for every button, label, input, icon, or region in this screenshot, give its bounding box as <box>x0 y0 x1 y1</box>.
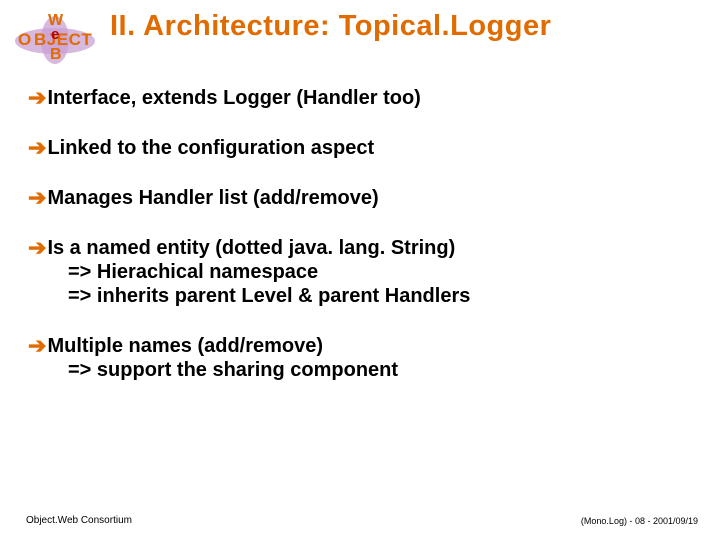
arrow-icon: ➔ <box>28 236 46 260</box>
bullet-text: Is a named entity (dotted java. lang. St… <box>47 236 455 260</box>
logo-letters-bject: BJECT <box>34 30 92 50</box>
logo-letter-o: O <box>18 30 31 50</box>
bullet-item: ➔ Multiple names (add/remove) => support… <box>28 334 692 382</box>
bullet-sub: => inherits parent Level & parent Handle… <box>68 284 692 308</box>
slide: W O BJECT e B II. Architecture: Topical.… <box>0 0 720 540</box>
objectweb-logo: W O BJECT e B <box>10 12 100 62</box>
bullet-item: ➔ Manages Handler list (add/remove) <box>28 186 692 210</box>
bullet-text: Multiple names (add/remove) <box>47 334 323 358</box>
logo-letter-e: e <box>51 26 59 43</box>
bullet-item: ➔ Is a named entity (dotted java. lang. … <box>28 236 692 308</box>
bullet-item: ➔ Interface, extends Logger (Handler too… <box>28 86 692 110</box>
footer-left: Object.Web Consortium <box>26 515 132 526</box>
arrow-icon: ➔ <box>28 334 46 358</box>
bullet-text: Linked to the configuration aspect <box>47 136 374 160</box>
logo-letter-b: B <box>50 46 62 64</box>
bullet-text: Manages Handler list (add/remove) <box>47 186 378 210</box>
footer-right: (Mono.Log) - 08 - 2001/09/19 <box>581 516 698 526</box>
bullet-row: ➔ Linked to the configuration aspect <box>28 136 692 160</box>
bullet-row: ➔ Is a named entity (dotted java. lang. … <box>28 236 692 260</box>
bullet-row: ➔ Manages Handler list (add/remove) <box>28 186 692 210</box>
arrow-icon: ➔ <box>28 186 46 210</box>
bullet-row: ➔ Interface, extends Logger (Handler too… <box>28 86 692 110</box>
arrow-icon: ➔ <box>28 136 46 160</box>
arrow-icon: ➔ <box>28 86 46 110</box>
slide-title: II. Architecture: Topical.Logger <box>110 10 700 43</box>
slide-content: ➔ Interface, extends Logger (Handler too… <box>28 86 692 408</box>
bullet-sub: => Hierachical namespace <box>68 260 692 284</box>
bullet-text: Interface, extends Logger (Handler too) <box>47 86 420 110</box>
bullet-item: ➔ Linked to the configuration aspect <box>28 136 692 160</box>
bullet-sub: => support the sharing component <box>68 358 692 382</box>
bullet-row: ➔ Multiple names (add/remove) <box>28 334 692 358</box>
